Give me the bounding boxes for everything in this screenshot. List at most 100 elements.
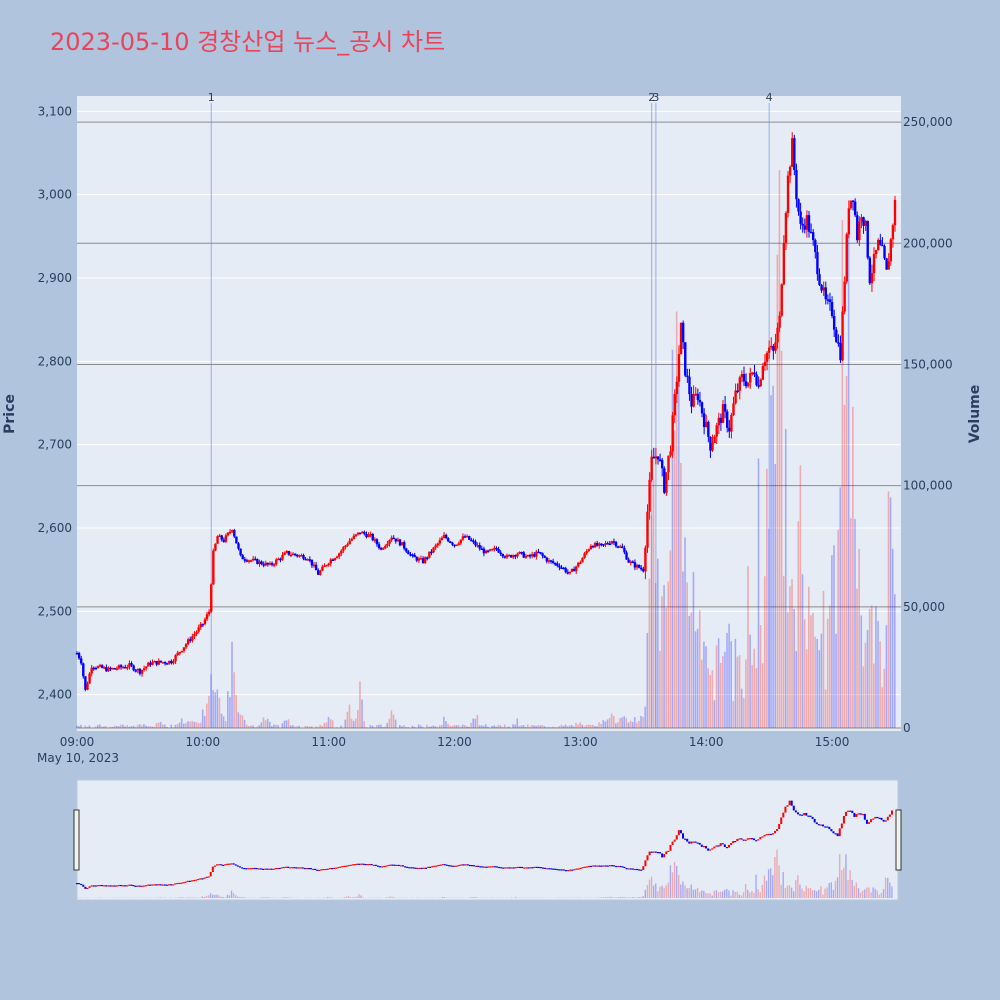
mini-candle xyxy=(506,867,509,869)
mini-candle xyxy=(167,884,170,886)
mini-candle xyxy=(245,868,248,870)
range-slider[interactable] xyxy=(76,779,899,901)
volume-bar xyxy=(587,724,590,728)
volume-bar xyxy=(331,720,334,728)
mini-volume-bar xyxy=(644,889,647,898)
mini-candle xyxy=(230,863,233,865)
mini-candle xyxy=(872,818,875,820)
volume-bar xyxy=(455,725,458,728)
volume-bar xyxy=(858,548,860,728)
candle-body xyxy=(262,564,265,566)
volume-bar xyxy=(575,722,577,728)
candle-body xyxy=(176,652,179,656)
volume-bar xyxy=(457,725,460,728)
mini-candle xyxy=(351,864,354,866)
mini-candle xyxy=(397,864,400,867)
mini-candle xyxy=(356,863,359,865)
candle-body xyxy=(75,653,79,655)
candle-body xyxy=(165,663,169,665)
mini-candle xyxy=(320,869,323,871)
candle-body xyxy=(516,553,519,557)
mini-candle xyxy=(514,867,517,869)
candle-body xyxy=(201,623,205,626)
candle-body xyxy=(595,543,599,546)
candle-body xyxy=(270,563,274,565)
mini-volume-bar xyxy=(801,888,803,898)
range-slider-left-handle[interactable] xyxy=(73,809,80,871)
mini-candle xyxy=(531,867,534,869)
mini-candle xyxy=(234,864,237,866)
mini-volume-bar xyxy=(159,897,162,898)
volume-bar xyxy=(688,616,691,728)
volume-bar xyxy=(344,719,347,728)
candle-body xyxy=(491,549,494,551)
volume-bar xyxy=(822,590,825,728)
candle-body xyxy=(474,541,477,546)
candle-body xyxy=(627,559,630,563)
mini-candle xyxy=(349,864,352,866)
time-tick-label: 11:00 xyxy=(311,735,346,749)
mini-candle xyxy=(696,842,699,844)
volume-bar xyxy=(111,727,114,728)
candle-body xyxy=(705,421,708,427)
volume-bar xyxy=(824,689,827,728)
volume-bar xyxy=(132,725,135,728)
candle-body xyxy=(358,532,362,535)
volume-axis-title: Volume xyxy=(967,385,983,444)
mini-volume-bar xyxy=(688,888,690,898)
volume-bar xyxy=(86,726,89,728)
volume-bar xyxy=(262,717,265,728)
candle-body xyxy=(128,663,131,668)
candle-body xyxy=(214,543,217,551)
mini-volume-bar xyxy=(705,892,707,898)
candle-body xyxy=(669,451,672,456)
volume-bar xyxy=(151,726,154,728)
volume-bar xyxy=(447,723,449,728)
volume-bar xyxy=(707,668,709,728)
volume-bar xyxy=(747,566,749,728)
candle-body xyxy=(530,554,534,557)
mini-candle xyxy=(554,868,557,870)
price-tick-label: 3,000 xyxy=(38,188,72,202)
candle-body xyxy=(721,404,725,423)
candle-body xyxy=(671,415,674,452)
volume-bar xyxy=(126,725,128,728)
mini-candle xyxy=(170,884,173,886)
volume-bar xyxy=(631,722,634,728)
mini-candle xyxy=(738,838,741,840)
mini-candle xyxy=(765,834,768,836)
mini-candle xyxy=(819,824,822,826)
candle-body xyxy=(736,390,739,393)
candle-body xyxy=(394,538,398,542)
mini-candle xyxy=(427,866,430,868)
mini-candle xyxy=(341,866,344,868)
mini-volume-bar xyxy=(880,892,883,898)
mini-volume-bar xyxy=(345,896,348,898)
volume-bar xyxy=(445,721,447,728)
mini-candle xyxy=(184,881,187,883)
candle-body xyxy=(572,568,576,572)
candle-body xyxy=(799,211,802,224)
volume-bar xyxy=(189,721,191,728)
mini-candle xyxy=(470,865,473,867)
mini-volume-bar xyxy=(820,886,822,898)
mini-candle xyxy=(303,867,306,870)
mini-candle xyxy=(199,878,202,880)
volume-bar xyxy=(321,725,323,728)
mini-candle xyxy=(489,866,492,868)
mini-volume-bar xyxy=(186,897,189,898)
volume-bar xyxy=(214,692,217,728)
volume-bar xyxy=(868,608,871,728)
candle-body xyxy=(480,548,484,551)
candle-body xyxy=(136,668,140,671)
mini-candle xyxy=(201,878,204,880)
volume-bar xyxy=(113,725,116,728)
mini-candle xyxy=(487,866,490,868)
range-slider-right-handle[interactable] xyxy=(895,809,902,871)
main-plot-area[interactable] xyxy=(77,96,901,731)
volume-bar xyxy=(384,726,386,728)
mini-candle xyxy=(587,865,590,868)
candle-body xyxy=(623,548,626,553)
mini-volume-bar xyxy=(759,892,761,898)
volume-bar xyxy=(285,720,288,728)
